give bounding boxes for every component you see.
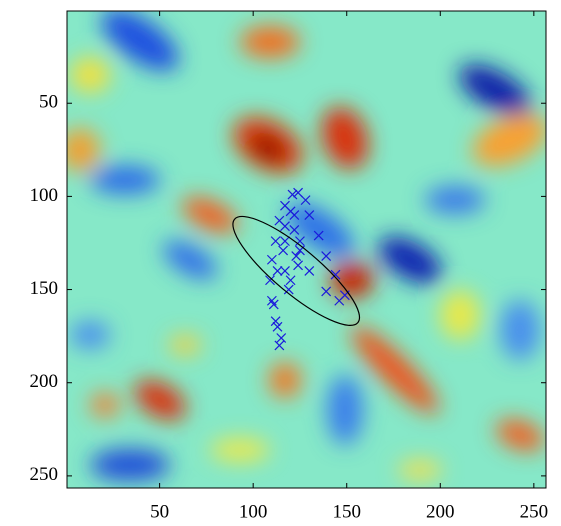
- marker: [265, 275, 275, 286]
- marker: [321, 251, 332, 261]
- marker: [276, 333, 287, 343]
- y-tick-label: 50: [39, 92, 58, 113]
- x-tick-label: 50: [150, 501, 169, 522]
- marker: [304, 266, 315, 276]
- y-tick-label: 150: [30, 278, 59, 299]
- x-tick-label: 150: [332, 501, 361, 522]
- marker: [283, 284, 294, 295]
- ellipse: [232, 215, 361, 327]
- marker: [289, 210, 300, 220]
- marker: [280, 266, 290, 276]
- marker: [291, 251, 302, 261]
- marker: [285, 275, 296, 286]
- axes-box: [66, 10, 547, 489]
- marker: [300, 195, 311, 206]
- x-tick-label: 100: [239, 501, 268, 522]
- marker: [280, 221, 290, 232]
- marker: [330, 269, 341, 280]
- marker: [274, 340, 285, 351]
- x-tick-label: 200: [426, 501, 455, 522]
- marker: [313, 230, 324, 241]
- x-tick-label: 250: [520, 501, 549, 522]
- marker: [272, 266, 283, 276]
- marker: [270, 316, 281, 327]
- marker: [280, 236, 290, 247]
- marker: [321, 286, 332, 297]
- marker: [272, 321, 283, 332]
- marker: [266, 254, 277, 265]
- marker: [270, 236, 281, 247]
- marker: [278, 245, 289, 256]
- marker: [268, 299, 279, 310]
- marker: [295, 236, 305, 247]
- marker: [289, 225, 300, 235]
- y-tick-label: 250: [30, 464, 59, 485]
- marker: [293, 260, 304, 271]
- y-tick-label: 200: [30, 371, 59, 392]
- marker: [334, 295, 345, 306]
- y-tick-label: 100: [30, 185, 59, 206]
- marker: [287, 189, 298, 200]
- heatmap: [67, 11, 546, 488]
- marker: [304, 210, 315, 220]
